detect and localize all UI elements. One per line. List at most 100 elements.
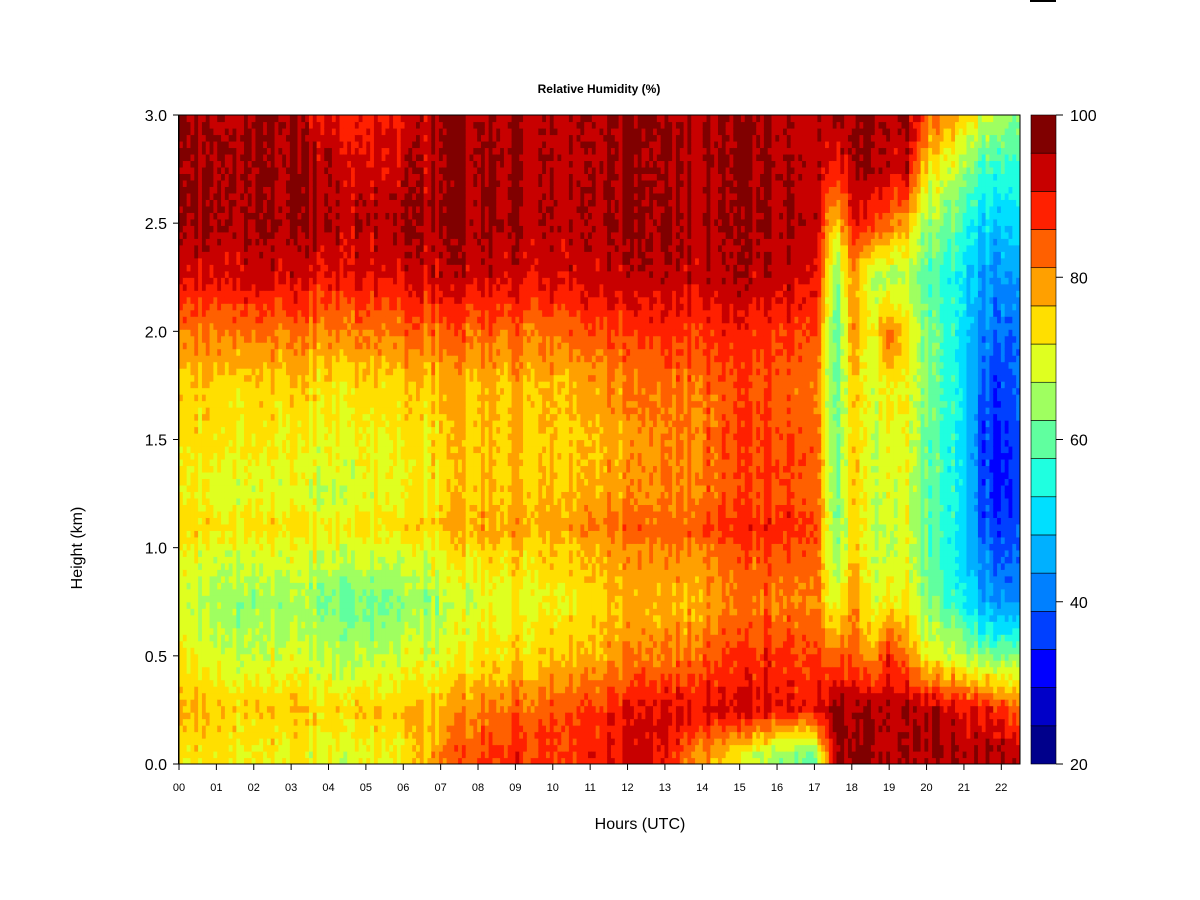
heatmap-cell [201, 744, 207, 752]
heatmap-cell [312, 647, 318, 655]
heatmap-cell [347, 582, 352, 590]
heatmap-cell [263, 420, 268, 428]
heatmap-cell [182, 497, 188, 505]
heatmap-cell [221, 601, 226, 609]
heatmap-cell [266, 536, 272, 544]
heatmap-cell [366, 582, 371, 590]
heatmap-cell [205, 394, 211, 402]
heatmap-cell [263, 277, 268, 285]
heatmap-cell [358, 757, 364, 764]
heatmap-cell [339, 497, 344, 505]
heatmap-cell [236, 718, 241, 726]
heatmap-cell [201, 173, 207, 181]
heatmap-cell [251, 562, 257, 570]
heatmap-cell [228, 257, 234, 265]
heatmap-cell [259, 679, 264, 687]
heatmap-cell [331, 536, 337, 544]
heatmap-cell [270, 134, 276, 142]
heatmap-cell [320, 335, 325, 343]
heatmap-cell [289, 199, 295, 207]
heatmap-cell [335, 140, 341, 149]
heatmap-cell [366, 686, 371, 694]
heatmap-cell [243, 296, 249, 304]
heatmap-cell [316, 166, 322, 175]
heatmap-cell [354, 257, 360, 265]
heatmap-cell [312, 179, 318, 187]
heatmap-cell [198, 569, 203, 577]
heatmap-cell [255, 452, 260, 460]
heatmap-cell [316, 335, 322, 343]
heatmap-cell [324, 381, 329, 389]
heatmap-cell [247, 199, 253, 207]
heatmap-cell [282, 212, 287, 220]
heatmap-cell [293, 179, 299, 187]
heatmap-cell [289, 407, 295, 415]
heatmap-cell [301, 757, 306, 764]
heatmap-cell [236, 270, 241, 278]
heatmap-cell [263, 134, 268, 142]
heatmap-cell [217, 751, 222, 759]
heatmap-cell [339, 718, 344, 726]
heatmap-cell [308, 322, 314, 330]
heatmap-cell [289, 147, 295, 155]
heatmap-cell [343, 127, 348, 136]
heatmap-cell [274, 147, 279, 155]
heatmap-cell [331, 575, 337, 583]
heatmap-cell [236, 205, 241, 213]
heatmap-cell [297, 497, 302, 505]
heatmap-cell [190, 738, 195, 746]
heatmap-cell [351, 738, 356, 746]
heatmap-cell [205, 465, 211, 473]
heatmap-cell [328, 731, 333, 739]
heatmap-cell [289, 251, 295, 259]
heatmap-cell [217, 510, 222, 518]
heatmap-cell [198, 731, 203, 739]
heatmap-cell [282, 725, 287, 733]
heatmap-cell [209, 121, 214, 129]
heatmap-cell [213, 751, 218, 759]
heatmap-cell [198, 543, 203, 551]
heatmap-cell [278, 751, 283, 759]
heatmap-cell [328, 134, 333, 142]
heatmap-cell [213, 673, 218, 681]
heatmap-cell [217, 653, 222, 661]
heatmap-cell [282, 179, 287, 187]
heatmap-cell [221, 192, 226, 200]
heatmap-cell [194, 420, 199, 428]
heatmap-cell [186, 303, 192, 311]
heatmap-cell [228, 725, 234, 733]
heatmap-cell [339, 192, 344, 200]
heatmap-cell [179, 407, 184, 415]
heatmap-cell [293, 115, 299, 123]
heatmap-cell [255, 179, 260, 187]
heatmap-cell [182, 439, 188, 447]
heatmap-cell [198, 303, 203, 311]
heatmap-cell [347, 381, 352, 389]
heatmap-cell [339, 582, 344, 590]
heatmap-cell [286, 712, 291, 720]
heatmap-cell [293, 634, 299, 642]
heatmap-cell [266, 225, 272, 233]
heatmap-cell [297, 757, 302, 764]
heatmap-cell [186, 582, 192, 590]
heatmap-cell [286, 439, 291, 447]
heatmap-cell [289, 134, 295, 142]
heatmap-cell [232, 725, 237, 733]
heatmap-cell [236, 283, 241, 291]
heatmap-cell [236, 647, 241, 655]
heatmap-cell [247, 316, 253, 324]
heatmap-cell [347, 510, 352, 518]
heatmap-cell [339, 212, 344, 220]
heatmap-cell [274, 115, 279, 123]
heatmap-cell [240, 731, 245, 739]
heatmap-cell [286, 744, 291, 752]
heatmap-cell [316, 497, 322, 505]
heatmap-cell [205, 179, 211, 187]
heatmap-cell [194, 614, 199, 622]
heatmap-cell [293, 445, 299, 454]
heatmap-cell [224, 445, 230, 454]
heatmap-cell [243, 686, 249, 694]
heatmap-cell [354, 413, 360, 421]
heatmap-cell [228, 290, 234, 298]
heatmap-cell [247, 147, 253, 155]
